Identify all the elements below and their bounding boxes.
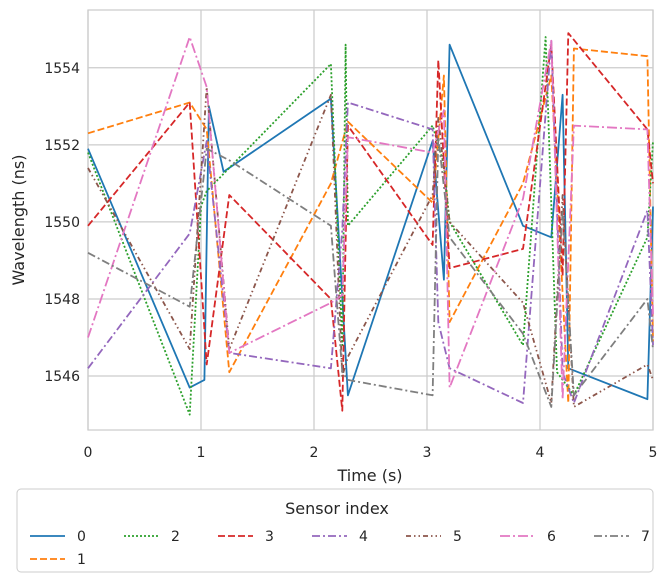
legend-title: Sensor index: [285, 499, 389, 518]
legend-item-7: 7: [594, 529, 650, 545]
legend-label-4: 4: [359, 529, 368, 545]
legend-item-6: 6: [500, 529, 556, 545]
x-tick-label: 2: [310, 445, 319, 461]
x-axis-title: Time (s): [336, 466, 402, 485]
legend-item-2: 2: [124, 529, 180, 545]
legend-item-3: 3: [218, 529, 274, 545]
x-tick-label: 0: [84, 445, 93, 461]
y-tick-label: 1554: [44, 61, 80, 77]
x-tick-label: 3: [423, 445, 432, 461]
legend-item-1: 1: [30, 552, 86, 568]
x-tick-label: 4: [536, 445, 545, 461]
legend: Sensor index 0 2 3 4 5 6 7 1: [16, 488, 654, 573]
series-line-0: [87, 43, 654, 401]
legend-item-5: 5: [406, 529, 462, 545]
legend-label-2: 2: [171, 529, 180, 545]
legend-label-6: 6: [547, 529, 556, 545]
legend-label-0: 0: [77, 529, 86, 545]
legend-item-0: 0: [30, 529, 86, 545]
legend-label-7: 7: [641, 529, 650, 545]
legend-item-4: 4: [312, 529, 368, 545]
y-axis-title: Wavelength (ns): [9, 155, 28, 286]
x-tick-label: 1: [197, 445, 206, 461]
legend-frame: [16, 488, 654, 573]
y-tick-label: 1548: [44, 292, 80, 308]
y-tick-label: 1552: [44, 138, 80, 154]
series-line-1: [87, 47, 654, 404]
legend-label-3: 3: [265, 529, 274, 545]
y-tick-label: 1550: [44, 215, 80, 231]
series-line-7: [87, 136, 654, 408]
series-line-6: [87, 36, 654, 401]
legend-label-5: 5: [453, 529, 462, 545]
x-tick-label: 5: [649, 445, 657, 461]
y-tick-label: 1546: [44, 369, 80, 385]
legend-label-1: 1: [77, 552, 86, 568]
